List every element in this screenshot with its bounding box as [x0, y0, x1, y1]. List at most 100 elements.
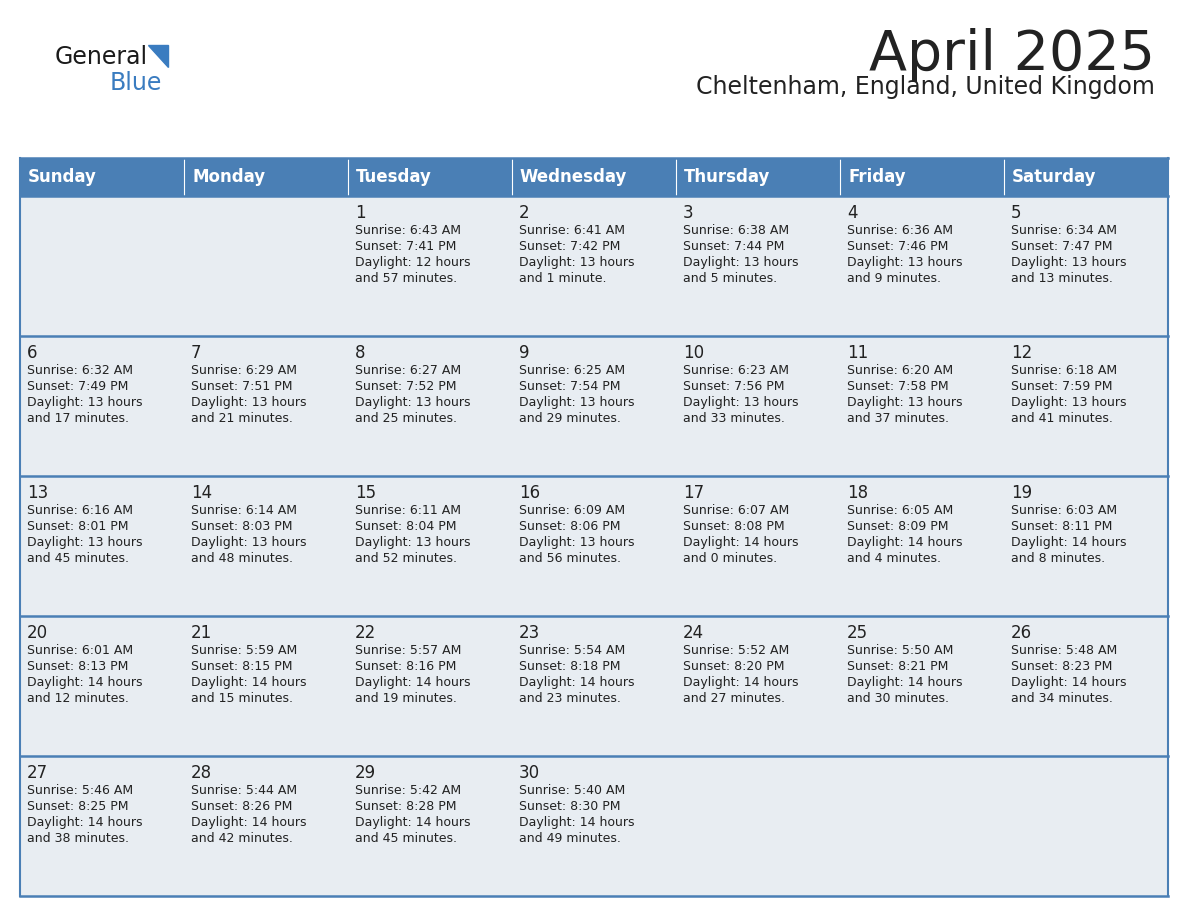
Bar [1004, 158, 1168, 196]
Text: Sunset: 7:46 PM: Sunset: 7:46 PM [847, 240, 948, 253]
Text: Sunset: 8:20 PM: Sunset: 8:20 PM [683, 660, 784, 673]
Text: 30: 30 [519, 764, 541, 782]
Text: Daylight: 13 hours: Daylight: 13 hours [683, 396, 798, 409]
Text: Sunrise: 5:54 AM: Sunrise: 5:54 AM [519, 644, 625, 657]
Text: and 38 minutes.: and 38 minutes. [27, 832, 129, 845]
Text: Sunrise: 6:11 AM: Sunrise: 6:11 AM [355, 504, 461, 517]
Text: Sunset: 8:09 PM: Sunset: 8:09 PM [847, 520, 948, 533]
Text: Sunset: 8:08 PM: Sunset: 8:08 PM [683, 520, 784, 533]
Text: Daylight: 13 hours: Daylight: 13 hours [355, 536, 470, 549]
Text: and 37 minutes.: and 37 minutes. [847, 412, 949, 425]
Text: 20: 20 [27, 624, 49, 642]
Text: Sunrise: 5:40 AM: Sunrise: 5:40 AM [519, 784, 625, 797]
Text: and 9 minutes.: and 9 minutes. [847, 272, 941, 285]
Text: Daylight: 13 hours: Daylight: 13 hours [27, 396, 143, 409]
Text: Sunrise: 6:38 AM: Sunrise: 6:38 AM [683, 224, 789, 237]
Text: General: General [55, 45, 148, 69]
Bar [20, 336, 1168, 476]
Text: and 15 minutes.: and 15 minutes. [191, 692, 293, 705]
Text: Sunrise: 6:14 AM: Sunrise: 6:14 AM [191, 504, 297, 517]
Text: 18: 18 [847, 484, 868, 502]
Text: and 45 minutes.: and 45 minutes. [27, 552, 129, 565]
Text: Sunset: 8:01 PM: Sunset: 8:01 PM [27, 520, 128, 533]
Text: and 42 minutes.: and 42 minutes. [191, 832, 293, 845]
Text: Sunrise: 5:46 AM: Sunrise: 5:46 AM [27, 784, 133, 797]
Text: 2: 2 [519, 204, 530, 222]
Text: 3: 3 [683, 204, 694, 222]
Text: Sunrise: 5:52 AM: Sunrise: 5:52 AM [683, 644, 789, 657]
Text: and 4 minutes.: and 4 minutes. [847, 552, 941, 565]
Text: Daylight: 14 hours: Daylight: 14 hours [683, 536, 798, 549]
Text: Daylight: 13 hours: Daylight: 13 hours [1011, 256, 1126, 269]
Text: and 1 minute.: and 1 minute. [519, 272, 607, 285]
Bar [348, 158, 512, 196]
Text: Sunset: 7:56 PM: Sunset: 7:56 PM [683, 380, 784, 393]
Text: Daylight: 13 hours: Daylight: 13 hours [519, 536, 634, 549]
Text: 15: 15 [355, 484, 377, 502]
Text: and 13 minutes.: and 13 minutes. [1011, 272, 1113, 285]
Text: Daylight: 13 hours: Daylight: 13 hours [355, 396, 470, 409]
Text: Sunset: 8:16 PM: Sunset: 8:16 PM [355, 660, 456, 673]
Text: Daylight: 13 hours: Daylight: 13 hours [847, 256, 962, 269]
Text: Daylight: 13 hours: Daylight: 13 hours [847, 396, 962, 409]
Text: Daylight: 13 hours: Daylight: 13 hours [1011, 396, 1126, 409]
Text: Sunrise: 6:16 AM: Sunrise: 6:16 AM [27, 504, 133, 517]
Text: Sunset: 8:06 PM: Sunset: 8:06 PM [519, 520, 620, 533]
Text: and 17 minutes.: and 17 minutes. [27, 412, 129, 425]
Text: 5: 5 [1011, 204, 1022, 222]
Text: 11: 11 [847, 344, 868, 362]
Text: Daylight: 13 hours: Daylight: 13 hours [27, 536, 143, 549]
Text: Sunset: 8:21 PM: Sunset: 8:21 PM [847, 660, 948, 673]
Text: and 30 minutes.: and 30 minutes. [847, 692, 949, 705]
Bar [20, 158, 184, 196]
Text: Sunrise: 5:59 AM: Sunrise: 5:59 AM [191, 644, 297, 657]
Text: Daylight: 13 hours: Daylight: 13 hours [519, 256, 634, 269]
Text: Sunrise: 5:50 AM: Sunrise: 5:50 AM [847, 644, 954, 657]
Text: 24: 24 [683, 624, 704, 642]
Text: Sunset: 8:04 PM: Sunset: 8:04 PM [355, 520, 456, 533]
Text: Sunset: 8:03 PM: Sunset: 8:03 PM [191, 520, 292, 533]
Text: Sunset: 8:23 PM: Sunset: 8:23 PM [1011, 660, 1112, 673]
Bar [184, 158, 348, 196]
Text: Wednesday: Wednesday [520, 168, 627, 186]
Text: Sunset: 7:58 PM: Sunset: 7:58 PM [847, 380, 949, 393]
Bar [512, 158, 676, 196]
Text: and 27 minutes.: and 27 minutes. [683, 692, 785, 705]
Text: 23: 23 [519, 624, 541, 642]
Text: and 21 minutes.: and 21 minutes. [191, 412, 293, 425]
Text: Sunrise: 6:01 AM: Sunrise: 6:01 AM [27, 644, 133, 657]
Text: and 8 minutes.: and 8 minutes. [1011, 552, 1105, 565]
Text: Daylight: 13 hours: Daylight: 13 hours [519, 396, 634, 409]
Text: and 33 minutes.: and 33 minutes. [683, 412, 785, 425]
Text: Sunrise: 6:27 AM: Sunrise: 6:27 AM [355, 364, 461, 377]
Text: Sunset: 7:59 PM: Sunset: 7:59 PM [1011, 380, 1112, 393]
Text: Tuesday: Tuesday [356, 168, 432, 186]
Text: Sunset: 8:25 PM: Sunset: 8:25 PM [27, 800, 128, 813]
Text: and 0 minutes.: and 0 minutes. [683, 552, 777, 565]
Text: Cheltenham, England, United Kingdom: Cheltenham, England, United Kingdom [696, 75, 1155, 99]
Text: Saturday: Saturday [1012, 168, 1097, 186]
Bar [20, 756, 1168, 896]
Text: and 57 minutes.: and 57 minutes. [355, 272, 457, 285]
Text: 10: 10 [683, 344, 704, 362]
Text: Daylight: 13 hours: Daylight: 13 hours [191, 396, 307, 409]
Text: Sunset: 7:41 PM: Sunset: 7:41 PM [355, 240, 456, 253]
Text: Sunrise: 5:42 AM: Sunrise: 5:42 AM [355, 784, 461, 797]
Text: and 45 minutes.: and 45 minutes. [355, 832, 457, 845]
Text: and 48 minutes.: and 48 minutes. [191, 552, 293, 565]
Text: Sunset: 8:26 PM: Sunset: 8:26 PM [191, 800, 292, 813]
Text: Sunrise: 6:23 AM: Sunrise: 6:23 AM [683, 364, 789, 377]
Text: 17: 17 [683, 484, 704, 502]
Text: Sunrise: 6:36 AM: Sunrise: 6:36 AM [847, 224, 953, 237]
Text: 22: 22 [355, 624, 377, 642]
Text: Sunset: 8:30 PM: Sunset: 8:30 PM [519, 800, 620, 813]
Text: 16: 16 [519, 484, 541, 502]
Text: April 2025: April 2025 [868, 28, 1155, 82]
Text: 19: 19 [1011, 484, 1032, 502]
Text: Sunrise: 6:07 AM: Sunrise: 6:07 AM [683, 504, 789, 517]
Text: 28: 28 [191, 764, 213, 782]
Text: Friday: Friday [848, 168, 905, 186]
Bar [20, 476, 1168, 616]
Text: and 34 minutes.: and 34 minutes. [1011, 692, 1113, 705]
Text: Sunset: 7:49 PM: Sunset: 7:49 PM [27, 380, 128, 393]
